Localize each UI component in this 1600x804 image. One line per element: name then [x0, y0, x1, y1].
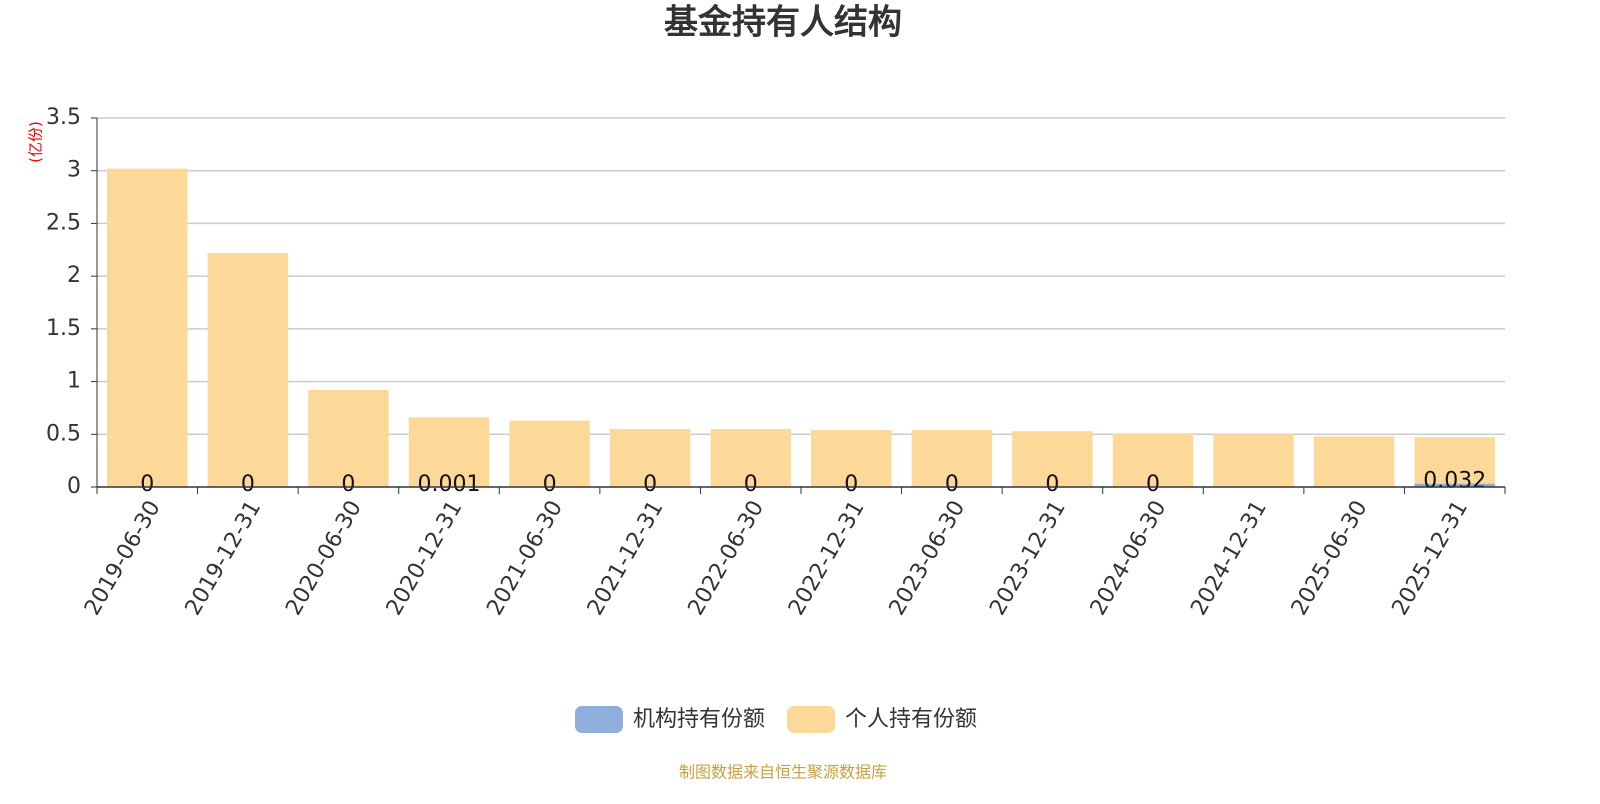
- x-tick-label: 2021-12-31: [583, 497, 669, 620]
- x-tick-label: 2025-06-30: [1287, 497, 1373, 620]
- data-label: 0: [1045, 472, 1059, 497]
- bar: [1213, 434, 1293, 487]
- x-tick-label: 2022-12-31: [784, 497, 870, 620]
- x-tick-label: 2021-06-30: [482, 497, 568, 620]
- legend-label: 个人持有份额: [845, 707, 977, 732]
- data-label: 0: [945, 472, 959, 497]
- data-label: 0: [341, 472, 355, 497]
- data-label: 0: [140, 472, 154, 497]
- x-tick-label: 2025-12-31: [1388, 497, 1474, 620]
- data-label: 0: [744, 472, 758, 497]
- legend-swatch: [787, 706, 835, 733]
- y-tick-label: 3: [67, 158, 81, 183]
- data-label: 0: [643, 472, 657, 497]
- x-tick-label: 2023-12-31: [985, 497, 1071, 620]
- y-tick-label: 2: [67, 263, 81, 288]
- x-tick-label: 2020-06-30: [281, 497, 367, 620]
- x-tick-label: 2023-06-30: [885, 497, 971, 620]
- y-tick-label: 0.5: [46, 421, 81, 446]
- data-label: 0: [241, 472, 255, 497]
- chart-title: 基金持有人结构: [664, 3, 902, 43]
- y-unit: (亿份): [27, 121, 45, 163]
- x-tick-label: 2019-12-31: [181, 497, 267, 620]
- x-tick-label: 2022-06-30: [684, 497, 770, 620]
- y-tick-label: 1.5: [46, 316, 81, 341]
- source-note: 制图数据来自恒生聚源数据库: [679, 763, 887, 782]
- bar: [1314, 436, 1394, 487]
- data-label: 0: [543, 472, 557, 497]
- x-tick-label: 2024-06-30: [1086, 497, 1172, 620]
- bar: [208, 253, 288, 487]
- data-label: 0: [1146, 472, 1160, 497]
- data-label: 0.032: [1423, 469, 1486, 494]
- y-tick-label: 2.5: [46, 210, 81, 235]
- legend-swatch: [575, 706, 623, 733]
- data-label: 0.001: [418, 472, 481, 497]
- legend-label: 机构持有份额: [633, 707, 765, 732]
- x-tick-label: 2019-06-30: [80, 497, 166, 620]
- data-label: 0: [844, 472, 858, 497]
- y-tick-label: 1: [67, 369, 81, 394]
- y-tick-label: 3.5: [46, 105, 81, 130]
- x-tick-label: 2024-12-31: [1186, 497, 1272, 620]
- bar: [107, 169, 187, 487]
- x-tick-label: 2020-12-31: [382, 497, 468, 620]
- y-tick-label: 0: [67, 474, 81, 499]
